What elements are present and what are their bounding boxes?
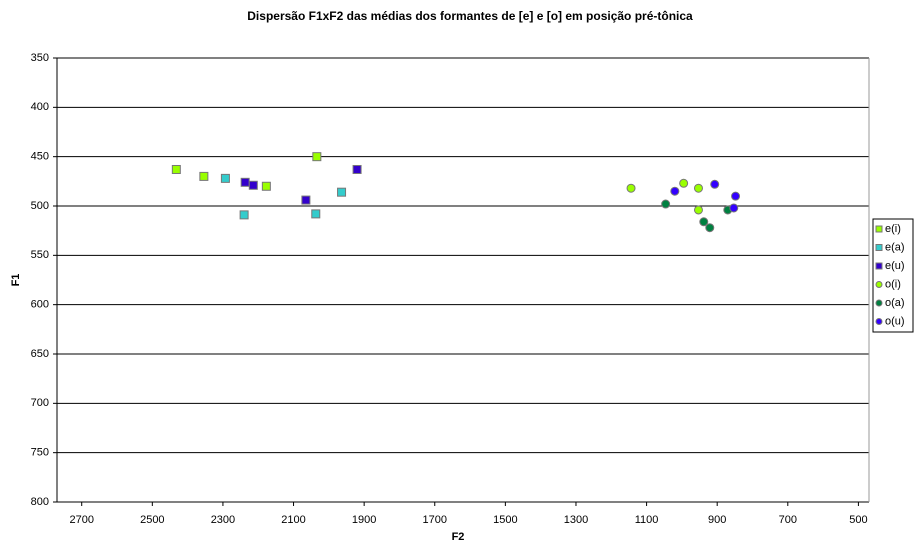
legend-box: [872, 218, 914, 333]
point: [705, 223, 715, 233]
x-tick-label: 1900: [352, 514, 376, 526]
point: [240, 177, 250, 187]
x-tick-label: 1100: [635, 514, 659, 526]
legend-label: e(a): [885, 241, 905, 253]
point: [199, 171, 209, 181]
legend-label: e(i): [885, 223, 901, 235]
point: [239, 210, 249, 220]
point: [699, 217, 709, 227]
point: [693, 205, 703, 215]
y-tick-label: 700: [31, 397, 49, 409]
legend-label: o(u): [885, 315, 905, 327]
legend-marker: [875, 244, 883, 251]
x-tick-label: 2500: [140, 514, 164, 526]
x-tick-label: 900: [708, 514, 726, 526]
chart-title: Dispersão F1xF2 das médias dos formantes…: [247, 9, 693, 23]
y-tick-label: 550: [31, 249, 49, 261]
point: [261, 181, 271, 191]
point: [670, 186, 680, 196]
y-tick-label: 450: [31, 151, 49, 163]
legend-marker: [875, 299, 883, 307]
point: [626, 183, 636, 193]
y-tick-label: 400: [31, 101, 49, 113]
x-tick-label: 700: [779, 514, 797, 526]
legend-label: o(i): [885, 278, 901, 290]
y-axis-label: F1: [10, 274, 22, 287]
x-tick-label: 1700: [423, 514, 447, 526]
point: [312, 152, 322, 162]
point: [729, 203, 739, 213]
legend-label: e(u): [885, 260, 905, 272]
point: [693, 183, 703, 193]
point: [337, 187, 347, 197]
y-tick-label: 800: [31, 496, 49, 508]
legend-marker: [875, 318, 883, 325]
y-tick-label: 650: [31, 348, 49, 360]
legend-marker: [875, 262, 883, 270]
x-tick-label: 1300: [564, 514, 588, 526]
legend-marker: [875, 281, 883, 288]
point: [171, 164, 181, 174]
x-axis-label: F2: [452, 531, 465, 543]
x-tick-label: 2700: [69, 514, 93, 526]
y-tick-label: 350: [31, 52, 49, 64]
point: [352, 164, 362, 174]
y-tick-label: 750: [31, 447, 49, 459]
point: [311, 209, 321, 219]
x-tick-label: 2300: [211, 514, 235, 526]
y-tick-label: 600: [31, 299, 49, 311]
point: [661, 199, 671, 209]
x-tick-label: 1500: [493, 514, 517, 526]
legend-marker: [875, 225, 883, 233]
y-tick-label: 500: [31, 200, 49, 212]
legend-label: o(a): [885, 297, 905, 309]
point: [731, 191, 741, 201]
x-tick-label: 500: [849, 514, 867, 526]
x-tick-label: 2100: [281, 514, 305, 526]
point: [710, 179, 720, 189]
point: [220, 173, 230, 183]
point: [248, 180, 258, 190]
point: [301, 195, 311, 205]
point: [679, 178, 689, 188]
